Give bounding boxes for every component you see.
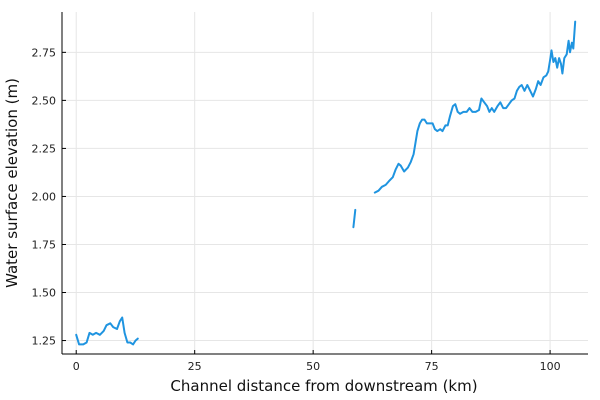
y-tick-label: 2.25 [32,142,57,155]
series-layer [75,20,577,346]
x-tick-label: 0 [73,360,80,373]
x-tick-label: 25 [188,360,202,373]
y-tick-label: 2.50 [32,94,57,107]
x-axis-label: Channel distance from downstream (km) [170,377,477,395]
series-line-segment [373,20,577,194]
axes [61,12,588,355]
y-tick-label: 1.50 [32,287,57,300]
y-ticks: 1.25 1.50 1.75 2.00 2.25 2.50 2.75 [32,46,66,348]
x-tick-label: 75 [425,360,439,373]
y-tick-label: 2.00 [32,190,57,203]
grid [62,12,588,354]
y-tick-label: 2.75 [32,46,57,59]
x-tick-label: 100 [540,360,561,373]
x-tick-label: 50 [306,360,320,373]
series-line-segment [352,208,357,229]
series-line-segment [75,316,139,346]
y-axis-label: Water surface elevation (m) [3,78,21,288]
y-tick-label: 1.75 [32,238,57,251]
x-ticks: 0 25 50 75 100 [73,350,561,373]
y-tick-label: 1.25 [32,335,57,348]
